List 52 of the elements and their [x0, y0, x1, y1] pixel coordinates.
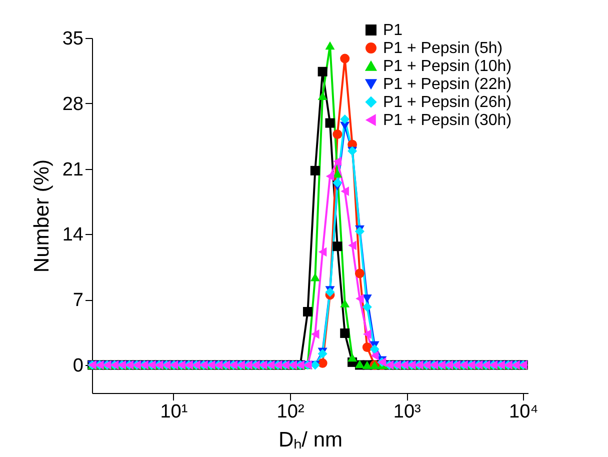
point [325, 118, 335, 128]
x-tick-label: 10³ [393, 402, 421, 422]
y-tick-label: 14 [62, 224, 84, 246]
x-tick-label: 10² [276, 402, 304, 422]
point [340, 299, 350, 308]
point [362, 302, 372, 312]
y-tick-label: 7 [72, 290, 84, 312]
legend-label: P1 + Pepsin (5h) [383, 40, 503, 57]
point [311, 329, 320, 339]
point [318, 358, 328, 368]
legend-label: P1 + Pepsin (26h) [383, 94, 512, 111]
point [362, 342, 372, 352]
point [362, 294, 372, 303]
point [325, 287, 335, 297]
x-tick-label: 10⁴ [509, 402, 538, 422]
point [310, 273, 320, 282]
point [325, 41, 335, 50]
x-tick-label: 10¹ [160, 402, 188, 422]
point [333, 156, 342, 166]
point [318, 92, 328, 100]
point [363, 329, 372, 339]
point [332, 129, 342, 139]
point [332, 242, 342, 252]
point [332, 178, 342, 188]
point [356, 294, 364, 304]
y-axis-title: Number (%) [30, 159, 54, 273]
legend-label: P1 + Pepsin (10h) [383, 58, 512, 75]
point [318, 349, 328, 359]
y-tick-label: 35 [62, 28, 84, 50]
x-axis-title: Dₕ/ nm [278, 428, 343, 452]
y-tick-label: 21 [62, 159, 84, 180]
point [370, 350, 379, 360]
point [318, 66, 328, 76]
y-tick-label: 28 [62, 94, 84, 115]
legend-label: P1 [383, 22, 403, 39]
point [354, 226, 364, 236]
point [318, 247, 327, 257]
point [332, 169, 342, 178]
point [354, 268, 364, 278]
point [348, 240, 356, 250]
point [310, 166, 320, 176]
point [340, 328, 350, 338]
legend-label: P1 + Pepsin (30h) [383, 112, 512, 129]
point [348, 353, 358, 362]
legend-label: P1 + Pepsin (22h) [383, 76, 512, 93]
point [326, 172, 334, 182]
point [340, 54, 350, 64]
point [302, 306, 312, 316]
y-tick-label: 0 [72, 355, 84, 376]
point [370, 344, 380, 354]
point [340, 186, 349, 196]
point [340, 114, 350, 124]
